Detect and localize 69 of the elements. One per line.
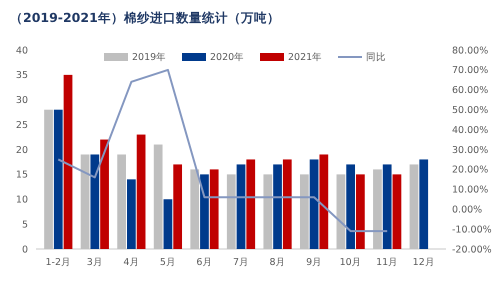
bar [200,174,209,249]
bar [246,159,256,249]
bar [300,174,309,249]
y2-tick-label: -10.00% [452,224,492,236]
bar [117,154,126,249]
bar [273,164,282,249]
bar [190,169,200,249]
bar [392,174,402,249]
y2-tick-label: 50.00% [452,105,488,116]
x-tick-label: 10月 [340,257,362,268]
bar [226,174,236,249]
y2-tick-label: 40.00% [452,124,488,136]
y2-tick-label: 70.00% [452,65,488,76]
x-tick-label: 3月 [86,257,103,268]
y-tick-label: 5 [22,219,28,230]
bar [164,199,172,249]
bar [64,74,72,249]
bar [263,174,272,249]
y-tick-label: 20 [16,144,28,156]
y-tick-label: 0 [22,244,28,256]
y2-tick-label: 60.00% [452,85,488,96]
bar [346,164,356,249]
line-series [57,68,388,232]
y-tick-label: 25 [16,120,28,131]
bar [410,164,418,249]
bar [90,154,100,249]
bar [54,110,63,249]
y2-tick-label: 30.00% [452,144,488,156]
legend-label: 同比 [366,51,386,63]
chart-title: （2019-2021年）棉纱进口数量统计（万吨） [10,10,280,25]
x-tick-label: 6月 [196,257,212,268]
legend-label: 2021年 [288,51,322,63]
y2-tick-label: 80.00% [452,45,488,56]
y2-tick-label: 10.00% [452,184,488,196]
y-tick-label: 35 [16,70,28,82]
legend-label: 2019年 [132,51,166,63]
y2-tick-label: -20.00% [452,244,492,256]
bar [356,174,365,249]
bar [100,140,109,249]
y-tick-label: 10 [16,194,28,206]
bar [282,159,292,249]
bar [210,169,219,249]
x-tick-label: 11月 [376,257,398,268]
bar [319,154,328,249]
bar [236,164,246,249]
x-tick-label: 9月 [306,257,322,268]
bar [336,174,346,249]
bar [44,110,53,249]
bar [382,164,392,249]
y-tick-label: 30 [16,95,28,106]
y-tick-label: 40 [16,45,28,56]
x-tick-label: 8月 [270,257,286,268]
x-tick-label: 12月 [412,257,435,268]
bar [154,144,163,249]
bar [136,134,146,249]
bar [126,179,136,249]
y2-tick-label: 20.00% [452,164,488,176]
y-tick-label: 15 [16,170,28,181]
bar [173,164,182,249]
x-tick-label: 4月 [123,257,140,268]
bar [310,159,318,249]
x-tick-label: 7月 [232,257,250,268]
bar [373,169,382,249]
x-tick-label: 5月 [160,257,176,268]
y2-tick-label: 0.00% [452,204,482,216]
bar [419,159,428,249]
legend-label: 2020年 [210,51,244,63]
bar [80,154,90,249]
x-tick-label: 1-2月 [46,257,72,268]
